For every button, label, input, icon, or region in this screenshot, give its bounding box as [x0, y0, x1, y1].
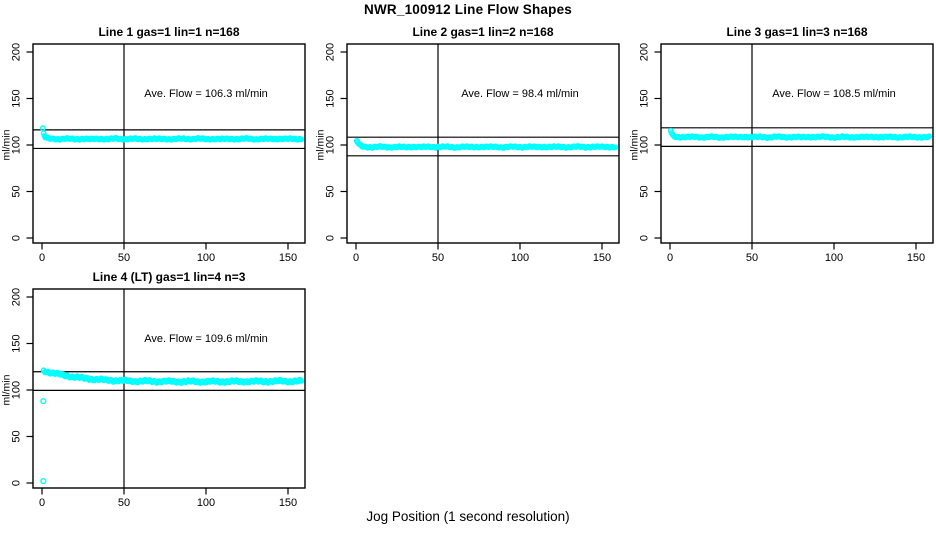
ave-flow-annotation: Ave. Flow = 109.6 ml/min: [144, 333, 268, 345]
x-tick-label: 100: [511, 252, 529, 264]
page-title: NWR_100912 Line Flow Shapes: [364, 2, 572, 17]
panel-1: Line 1 gas=1 lin=1 n=168 0 50 100 150 200 ml/m…: [0, 20, 312, 272]
y-axis-title: ml/min: [629, 129, 641, 160]
y-tick-label: 100: [639, 136, 651, 154]
plot-box: [32, 288, 306, 489]
flow-outlier-point: [40, 478, 47, 485]
x-tick-label: 0: [353, 252, 359, 264]
x-tick-label: 150: [279, 497, 297, 509]
y-tick-label: 100: [325, 136, 337, 154]
y-axis-title: ml/min: [1, 129, 13, 160]
flow-data-points: [39, 125, 304, 143]
y-tick-label: 150: [639, 89, 651, 107]
ref-lines: [33, 44, 305, 243]
x-tick-label: 150: [593, 252, 611, 264]
panel-title: Line 2 gas=1 lin=2 n=168: [412, 25, 553, 39]
x-tick-label: 0: [667, 252, 673, 264]
x-axis: [41, 488, 289, 495]
x-tick-label: 0: [39, 252, 45, 264]
y-axis-title: ml/min: [1, 374, 13, 405]
panel-title: Line 3 gas=1 lin=3 n=168: [726, 25, 867, 39]
plot-box: [346, 43, 620, 244]
y-tick-label: 150: [325, 89, 337, 107]
x-tick-label: 50: [118, 252, 130, 264]
panel-2: Line 2 gas=1 lin=2 n=168 0 50 100 150 200 ml/m…: [314, 20, 626, 272]
x-tick-label: 50: [746, 252, 758, 264]
y-axis: [26, 51, 33, 239]
y-tick-label: 200: [11, 43, 23, 61]
flow-outlier-point: [40, 398, 47, 405]
y-tick-label: 0: [325, 235, 337, 241]
x-tick-label: 100: [825, 252, 843, 264]
y-tick-label: 200: [325, 43, 337, 61]
ref-lines: [347, 44, 619, 243]
y-tick-label: 0: [11, 480, 23, 486]
panel-3: Line 3 gas=1 lin=3 n=168 0 50 100 150 200 ml/m…: [628, 20, 936, 272]
plot-box: [660, 43, 934, 244]
y-tick-label: 0: [11, 235, 23, 241]
flow-data-points: [40, 398, 47, 485]
x-tick-label: 0: [39, 497, 45, 509]
y-tick-label: 50: [325, 185, 337, 197]
x-tick-label: 100: [197, 252, 215, 264]
panel-title: Line 1 gas=1 lin=1 n=168: [98, 25, 239, 39]
x-tick-label: 150: [279, 252, 297, 264]
panel-4: Line 4 (LT) gas=1 lin=4 n=3 0 50 100 150 200 m…: [0, 265, 312, 517]
y-tick-label: 50: [11, 430, 23, 442]
y-tick-label: 200: [639, 43, 651, 61]
x-tick-label: 100: [197, 497, 215, 509]
y-tick-label: 50: [11, 185, 23, 197]
flow-data-points: [40, 367, 304, 386]
y-axis: [340, 51, 347, 239]
y-tick-label: 50: [639, 185, 651, 197]
y-tick-label: 150: [11, 89, 23, 107]
ref-lines: [661, 44, 933, 243]
ave-flow-annotation: Ave. Flow = 98.4 ml/min: [461, 88, 578, 100]
y-tick-label: 100: [11, 136, 23, 154]
y-tick-label: 0: [639, 235, 651, 241]
x-axis-label: Jog Position (1 second resolution): [366, 509, 570, 524]
y-axis: [26, 296, 33, 484]
y-tick-label: 100: [11, 381, 23, 399]
x-axis: [669, 243, 917, 250]
ave-flow-annotation: Ave. Flow = 106.3 ml/min: [144, 88, 268, 100]
plot-box: [32, 43, 306, 244]
x-tick-label: 50: [118, 497, 130, 509]
flow-data-points: [667, 127, 932, 142]
x-axis: [355, 243, 603, 250]
y-tick-label: 200: [11, 288, 23, 306]
panel-title: Line 4 (LT) gas=1 lin=4 n=3: [93, 270, 246, 284]
y-axis-title: ml/min: [315, 129, 327, 160]
ref-lines: [33, 289, 305, 488]
x-tick-label: 50: [432, 252, 444, 264]
ave-flow-annotation: Ave. Flow = 108.5 ml/min: [772, 88, 896, 100]
y-axis: [654, 51, 661, 239]
y-tick-label: 150: [11, 334, 23, 352]
x-axis: [41, 243, 289, 250]
flow-data-points: [353, 137, 618, 151]
x-tick-label: 150: [907, 252, 925, 264]
